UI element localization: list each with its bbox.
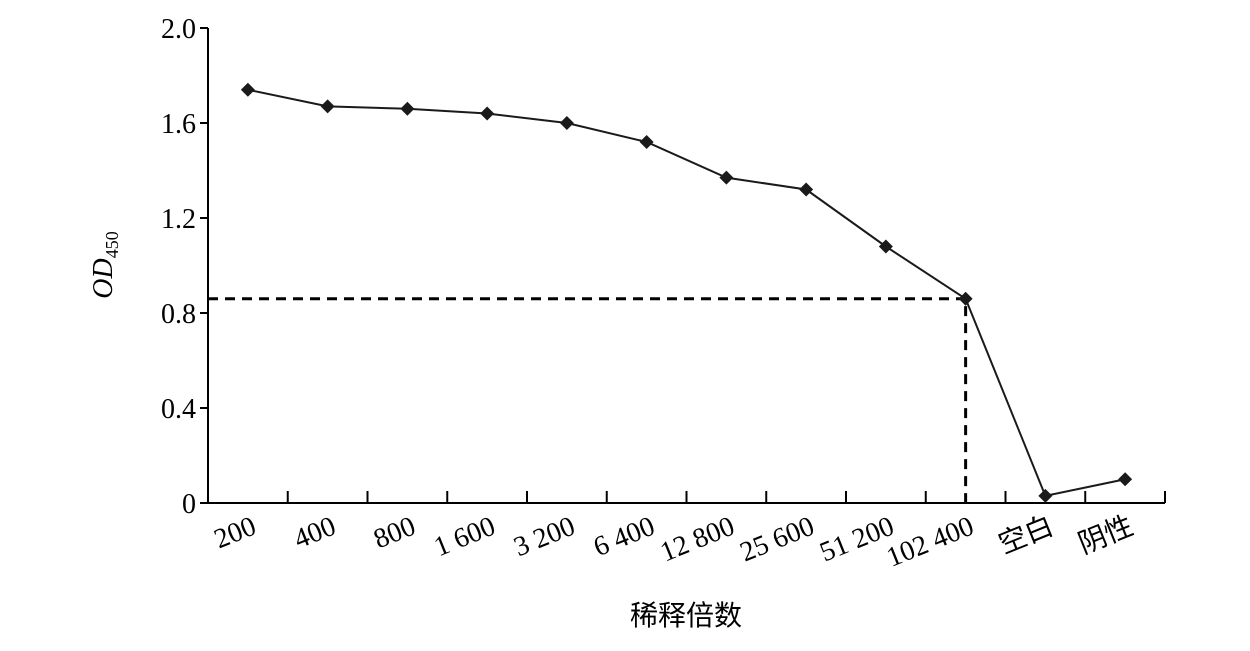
y-label-text: OD xyxy=(88,258,119,298)
data-point xyxy=(799,182,814,197)
x-tick-label: 800 xyxy=(369,511,420,555)
y-axis-title: OD450 xyxy=(88,231,122,298)
data-point xyxy=(320,99,335,114)
x-tick-label: 阴性 xyxy=(1074,510,1138,561)
x-tick-label: 51 200 xyxy=(815,511,898,569)
x-tick-label: 1 600 xyxy=(430,511,500,563)
x-tick-label: 6 400 xyxy=(589,511,659,563)
x-tick-label: 102 400 xyxy=(882,511,978,574)
data-point xyxy=(639,135,654,149)
data-point xyxy=(400,101,415,116)
x-tick-label: 200 xyxy=(210,511,261,555)
data-point xyxy=(878,239,893,254)
data-line xyxy=(247,88,1126,498)
x-tick-label: 3 200 xyxy=(509,511,579,563)
reference-line xyxy=(208,297,968,503)
x-tick-label: 空白 xyxy=(994,510,1058,561)
y-tick-label: 0.8 xyxy=(161,299,196,330)
x-axis-title: 稀释倍数 xyxy=(630,600,742,632)
x-tick-label: 25 600 xyxy=(736,511,819,569)
data-point xyxy=(1038,488,1053,503)
data-point xyxy=(719,170,734,185)
data-point xyxy=(480,106,495,121)
y-label-subscript: 450 xyxy=(102,231,122,258)
data-point xyxy=(1118,472,1133,487)
y-tick-label: 1.6 xyxy=(161,109,196,140)
x-tick-label: 12 800 xyxy=(656,511,739,569)
y-label: OD450 xyxy=(88,231,122,298)
x-tick-label: 400 xyxy=(290,511,341,555)
y-tick-label: 0 xyxy=(182,489,196,520)
y-tick-label: 2.0 xyxy=(161,14,196,45)
data-point xyxy=(559,116,574,130)
y-tick-label: 1.2 xyxy=(161,204,196,235)
data-point xyxy=(958,291,973,306)
y-tick-label: 0.4 xyxy=(161,394,196,425)
data-point xyxy=(240,82,255,97)
